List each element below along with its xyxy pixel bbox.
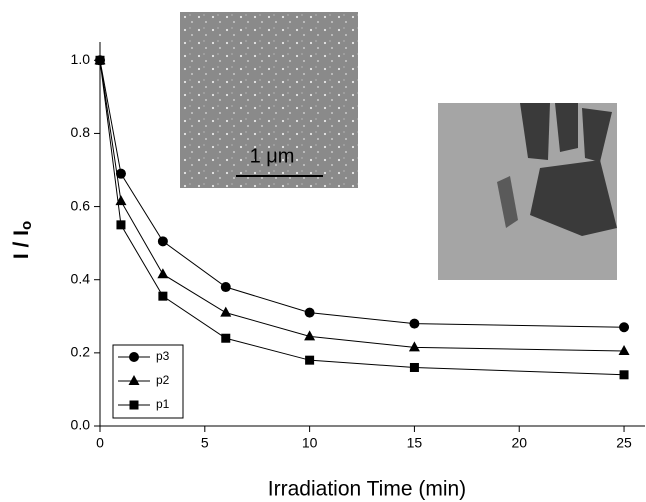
marker xyxy=(619,370,629,380)
y-tick-label: 0.2 xyxy=(71,344,91,360)
x-tick-label: 0 xyxy=(96,435,104,451)
scale-bar-label: 1 μm xyxy=(250,145,295,167)
y-tick-label: 0.4 xyxy=(71,270,91,286)
legend-label: p1 xyxy=(156,397,170,411)
marker xyxy=(619,322,630,333)
marker xyxy=(304,307,315,318)
marker xyxy=(157,268,169,279)
marker xyxy=(95,55,105,65)
marker xyxy=(157,236,168,247)
inset-sem-image: 1 μm xyxy=(180,12,358,188)
x-tick-label: 5 xyxy=(201,435,209,451)
marker xyxy=(115,168,126,179)
marker xyxy=(221,333,231,343)
marker xyxy=(128,375,140,385)
marker xyxy=(408,341,420,352)
marker xyxy=(305,355,315,365)
legend-label: p3 xyxy=(156,349,170,363)
legend-label: p2 xyxy=(156,373,170,387)
y-tick-label: 0.8 xyxy=(71,124,91,140)
marker xyxy=(116,220,126,230)
marker xyxy=(220,306,232,317)
marker xyxy=(220,282,231,293)
legend: p3 p2 p1 xyxy=(112,344,184,419)
x-axis-title: Irradiation Time (min) xyxy=(268,478,466,501)
marker xyxy=(409,318,420,329)
y-tick-label: 0.0 xyxy=(71,417,91,433)
x-tick-label: 10 xyxy=(302,435,318,451)
marker xyxy=(618,345,630,356)
marker xyxy=(129,352,139,362)
y-tick-label: 0.6 xyxy=(71,197,91,213)
marker xyxy=(304,330,316,341)
marker xyxy=(129,400,139,410)
marker xyxy=(158,291,168,301)
y-axis-title: I / Io xyxy=(10,221,35,259)
x-tick-label: 20 xyxy=(511,435,527,451)
marker xyxy=(409,362,419,372)
y-tick-label: 1.0 xyxy=(71,51,91,67)
y-axis-title-subscript: o xyxy=(18,221,35,230)
y-axis-title-main: I / I xyxy=(10,230,33,259)
inset-optical-image xyxy=(438,103,617,280)
x-tick-label: 15 xyxy=(407,435,423,451)
x-tick-label: 25 xyxy=(616,435,632,451)
